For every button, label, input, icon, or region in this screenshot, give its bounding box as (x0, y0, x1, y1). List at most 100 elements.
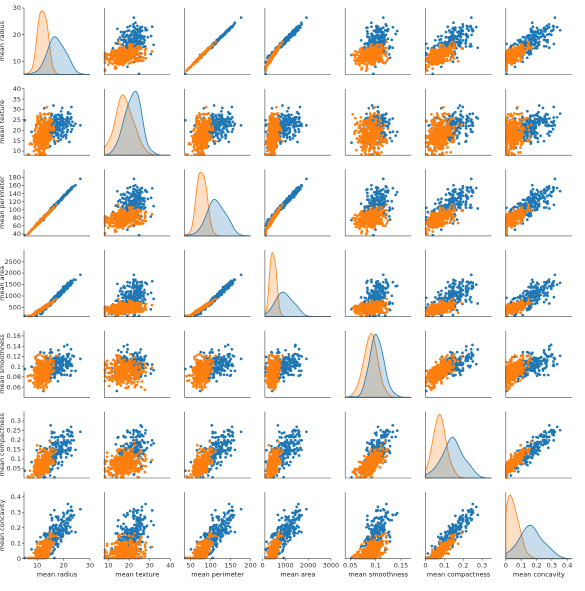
point-s0-148 (359, 38, 363, 42)
point-s1-230 (203, 112, 207, 116)
point-s1-354 (201, 141, 205, 145)
point-s1-43 (456, 59, 460, 63)
point-s0-206 (284, 37, 288, 41)
point-s0-0 (553, 16, 557, 19)
point-s1-340 (519, 57, 522, 60)
point-s0-199 (60, 129, 64, 133)
point-s0-193 (372, 29, 376, 33)
point-s1-341 (46, 131, 49, 135)
point-s0-199 (220, 129, 224, 133)
point-s0-68 (366, 26, 369, 29)
point-s1-243 (429, 55, 432, 58)
point-s1-275 (279, 42, 283, 46)
y-tick-label: 20 (13, 126, 21, 134)
point-s1-199 (197, 145, 201, 149)
point-s0-178 (61, 116, 64, 119)
point-s0-71 (226, 124, 230, 128)
point-s1-325 (197, 128, 201, 132)
point-s1-342 (136, 44, 140, 48)
point-s0-197 (513, 65, 517, 69)
point-s0-0 (132, 16, 136, 19)
point-s0-59 (470, 33, 473, 37)
point-s1-275 (129, 42, 132, 46)
point-s1-123 (355, 53, 358, 57)
point-s1-326 (434, 61, 438, 65)
point-s0-133 (366, 35, 370, 39)
point-s0-181 (116, 27, 119, 31)
point-s1-285 (134, 58, 138, 61)
point-s1-324 (190, 134, 194, 138)
point-s0-210 (50, 114, 53, 117)
point-s1-355 (453, 45, 457, 49)
point-s1-174 (375, 43, 379, 46)
point-s1-352 (119, 53, 122, 56)
point-s0-186 (467, 29, 471, 32)
point-s0-191 (144, 28, 147, 32)
point-s0-176 (432, 45, 436, 49)
point-s0-85 (150, 25, 154, 29)
point-s1-315 (110, 49, 114, 52)
point-s0-171 (270, 106, 274, 110)
point-s0-192 (455, 56, 459, 60)
point-s0-177 (214, 134, 218, 137)
point-s0-23 (535, 26, 539, 30)
point-s1-335 (119, 62, 123, 66)
point-s1-325 (371, 57, 375, 61)
point-s0-178 (140, 34, 143, 38)
point-s1-300 (203, 122, 207, 126)
cell-mean-radius-vs-mean-perimeter (183, 8, 251, 76)
point-s0-188 (374, 40, 377, 43)
point-s1-316 (122, 59, 126, 63)
point-s0-106 (542, 44, 546, 48)
point-s0-162 (474, 25, 478, 29)
point-s1-346 (525, 46, 529, 50)
point-s1-351 (41, 131, 45, 135)
point-s0-193 (66, 115, 69, 119)
point-s0-21 (118, 36, 122, 39)
point-s0-147 (449, 30, 453, 34)
point-s0-126 (122, 32, 126, 36)
point-s1-174 (211, 137, 214, 140)
point-s0-72 (126, 29, 129, 33)
point-s1-332 (124, 51, 127, 55)
point-s1-356 (375, 53, 379, 57)
point-s0-189 (224, 133, 227, 136)
point-s1-13 (452, 57, 456, 60)
point-s0-141 (124, 35, 128, 38)
point-s1-348 (133, 54, 136, 57)
y-tick-label: 20 (13, 31, 21, 39)
point-s1-294 (432, 49, 435, 53)
point-s0-197 (439, 65, 443, 69)
point-s1-341 (371, 49, 374, 53)
axis-spine (23, 8, 90, 75)
point-s1-338 (195, 114, 199, 118)
point-s1-174 (52, 137, 55, 140)
point-s0-191 (471, 28, 475, 32)
point-s1-61 (143, 48, 147, 52)
point-s1-151 (527, 43, 531, 46)
point-s0-173 (67, 121, 70, 125)
point-s1-252 (116, 62, 119, 66)
point-s1-325 (127, 57, 131, 61)
point-s1-337 (42, 145, 46, 149)
point-s0-168 (217, 139, 221, 143)
point-s0-159 (464, 45, 468, 48)
point-s0-189 (291, 133, 295, 136)
y-tick-label: 10 (13, 57, 21, 65)
point-s0-133 (521, 35, 525, 39)
point-s1-319 (46, 138, 50, 142)
point-s1-299 (214, 40, 217, 44)
point-s0-155 (52, 104, 55, 107)
point-s0-181 (227, 140, 231, 144)
point-s0-173 (228, 121, 231, 125)
point-s0-21 (288, 138, 292, 141)
point-s0-204 (225, 119, 228, 122)
point-s0-123 (231, 120, 235, 124)
point-s1-331 (195, 142, 199, 146)
point-s1-355 (380, 45, 384, 49)
point-s1-150 (364, 69, 368, 73)
point-s1-354 (370, 52, 374, 55)
point-s1-349 (269, 58, 273, 61)
point-s0-189 (64, 133, 68, 136)
point-s0-185 (126, 25, 129, 29)
